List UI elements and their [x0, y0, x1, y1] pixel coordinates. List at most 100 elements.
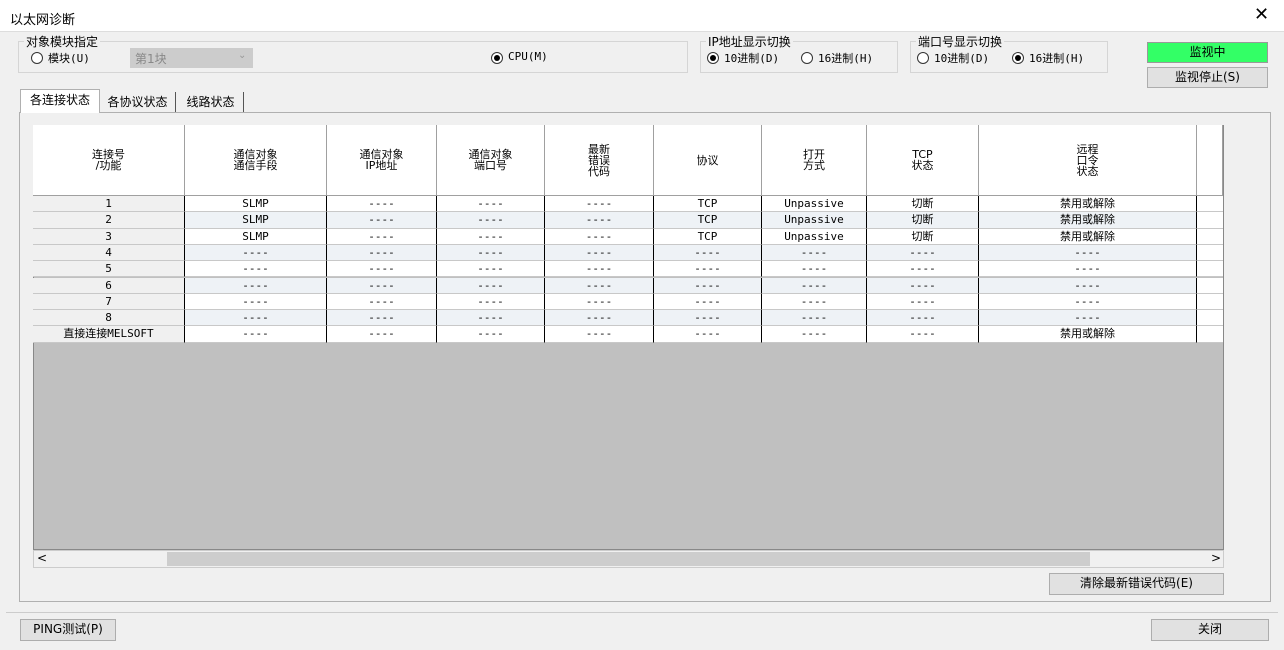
table-cell: ---- — [545, 326, 654, 343]
radio-label[interactable]: CPU(M) — [508, 50, 548, 63]
table-cell: Unpassive — [762, 212, 867, 229]
table-cell: 禁用或解除 — [979, 326, 1197, 343]
stop-button[interactable]: 监视停止(S) — [1147, 67, 1268, 88]
table-cell: ---- — [327, 293, 437, 311]
column-header: 通信对象 通信手段 — [185, 125, 327, 196]
radio-button[interactable] — [917, 52, 929, 64]
table-cell: ---- — [437, 228, 545, 245]
table-cell: ---- — [762, 310, 867, 327]
table-cell: ---- — [185, 326, 327, 343]
table-cell: ---- — [437, 196, 545, 213]
column-header: 打开 方式 — [762, 125, 867, 196]
table-cell: SLMP — [185, 196, 327, 213]
table-cell: 8 — [33, 310, 185, 327]
radio-label[interactable]: 模块(U) — [48, 52, 90, 65]
radio-button[interactable] — [1012, 52, 1024, 64]
table-cell: ---- — [437, 212, 545, 229]
table-cell: 切断 — [867, 196, 979, 213]
radio-button[interactable] — [491, 52, 503, 64]
radio-dot — [494, 55, 500, 61]
radio-label[interactable]: 10进制(D) — [724, 52, 780, 65]
column-header: 协议 — [654, 125, 762, 196]
table-cell: 6 — [33, 277, 185, 294]
table-cell: ---- — [545, 244, 654, 262]
radio-button[interactable] — [801, 52, 813, 64]
table-cell: TCP — [654, 228, 762, 245]
table-cell: ---- — [654, 277, 762, 294]
table-cell: ---- — [437, 277, 545, 294]
table-cell: ---- — [545, 310, 654, 327]
table-cell: ---- — [437, 244, 545, 262]
table-cell: ---- — [867, 277, 979, 294]
table-cell — [1197, 212, 1223, 229]
table-cell: ---- — [185, 261, 327, 278]
table-cell: 禁用或解除 — [979, 212, 1197, 229]
group-label: 端口号显示切换 — [916, 33, 1005, 50]
table-cell: 禁用或解除 — [979, 228, 1197, 245]
module-select[interactable]: 第1块 — [130, 48, 253, 68]
tab-panel — [19, 112, 1271, 602]
table-cell: ---- — [979, 293, 1197, 311]
table-cell: ---- — [867, 261, 979, 278]
clear-error-button[interactable]: 清除最新错误代码(E) — [1049, 573, 1224, 595]
table-cell: SLMP — [185, 228, 327, 245]
table-cell: ---- — [762, 293, 867, 311]
radio-dot — [710, 55, 716, 61]
table-cell: TCP — [654, 196, 762, 213]
tab[interactable]: 线路状态 — [178, 92, 244, 112]
separator — [6, 612, 1278, 613]
table-cell: ---- — [545, 261, 654, 278]
column-header: 连接号 /功能 — [33, 125, 185, 196]
close-button[interactable]: 关闭 — [1151, 619, 1269, 641]
table-cell: ---- — [545, 277, 654, 294]
tab[interactable]: 各协议状态 — [100, 92, 176, 112]
column-header: 通信对象 IP地址 — [327, 125, 437, 196]
table-cell: ---- — [867, 310, 979, 327]
scroll-left[interactable]: < — [37, 551, 48, 565]
radio-dot — [1015, 55, 1021, 61]
table-cell: Unpassive — [762, 196, 867, 213]
radio-label[interactable]: 10进制(D) — [934, 52, 990, 65]
table-cell: ---- — [979, 310, 1197, 327]
column-header: TCP 状态 — [867, 125, 979, 196]
table-cell: ---- — [545, 212, 654, 229]
table-cell: ---- — [867, 326, 979, 343]
radio-button[interactable] — [31, 52, 43, 64]
port-group — [910, 41, 1108, 73]
table-cell: ---- — [185, 277, 327, 294]
table-cell: ---- — [437, 310, 545, 327]
table-cell — [1197, 244, 1223, 262]
table-cell: Unpassive — [762, 228, 867, 245]
table-cell: TCP — [654, 212, 762, 229]
radio-label[interactable]: 16进制(H) — [1029, 52, 1085, 65]
table-cell: ---- — [762, 244, 867, 262]
table-cell: ---- — [327, 196, 437, 213]
table-cell: 1 — [33, 196, 185, 213]
ping-button[interactable]: PING测试(P) — [20, 619, 116, 641]
target-group — [18, 41, 688, 73]
close-icon[interactable]: ✕ — [1254, 4, 1270, 25]
table-cell: ---- — [327, 326, 437, 343]
table-cell: 切断 — [867, 228, 979, 245]
table-cell: ---- — [185, 293, 327, 311]
table-cell: ---- — [437, 293, 545, 311]
table-cell: ---- — [654, 326, 762, 343]
table-cell: ---- — [327, 277, 437, 294]
tab[interactable]: 各连接状态 — [20, 89, 100, 113]
column-header — [1197, 125, 1223, 196]
table-cell: 3 — [33, 228, 185, 245]
table-cell: 2 — [33, 212, 185, 229]
radio-button[interactable] — [707, 52, 719, 64]
radio-label[interactable]: 16进制(H) — [818, 52, 874, 65]
scroll-right[interactable]: > — [1211, 551, 1222, 565]
table-cell: ---- — [979, 244, 1197, 262]
table-cell: ---- — [979, 277, 1197, 294]
column-header: 远程 口令 状态 — [979, 125, 1197, 196]
table-cell: ---- — [979, 261, 1197, 278]
scroll-thumb[interactable] — [167, 552, 1090, 566]
table-cell: 直接连接MELSOFT — [33, 326, 185, 343]
table-cell: ---- — [437, 261, 545, 278]
table-cell: ---- — [654, 310, 762, 327]
group-label: 对象模块指定 — [24, 33, 101, 50]
